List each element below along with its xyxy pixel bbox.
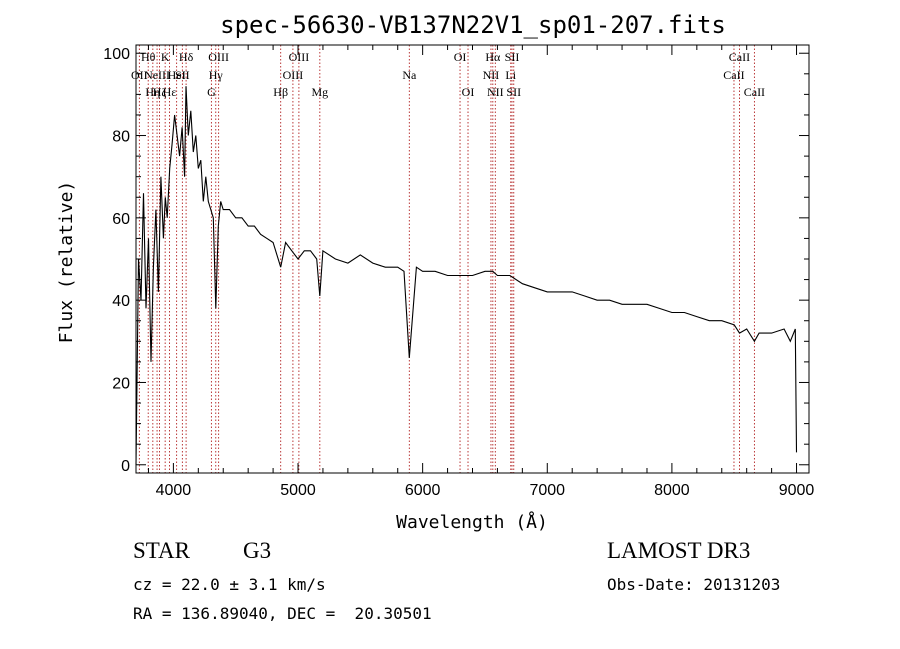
x-tick-label-2: 6000 [405,482,441,499]
line-label-13: Hβ [273,85,288,99]
line-label-15: OIII [289,50,310,64]
line-label-20: NII [483,68,500,82]
line-label-5: K [161,50,170,64]
spectral-subclass: G3 [243,538,272,563]
chart-title: spec-56630-VB137N22V1_sp01-207.fits [220,11,726,39]
line-label-25: SII [506,85,521,99]
x-tick-label-3: 7000 [529,482,565,499]
line-label-2: Hη [145,85,160,99]
y-tick-label-4: 80 [112,129,130,146]
observation-date: Obs-Date: 20131203 [607,575,781,594]
line-label-0: OII [131,68,148,82]
line-label-24: SII [505,50,520,64]
line-label-28: CaII [744,85,765,99]
line-label-9: Hδ [179,50,194,64]
line-labels: OIIHθHηNeIIIHζKHεHeISIIHδGHγOIIIHβOIIIOI… [131,50,765,99]
line-label-18: OI [454,50,467,64]
x-axis-label: Wavelength (Å) [396,511,548,533]
spectrum-series [135,86,798,465]
line-label-11: Hγ [209,68,224,82]
y-axis-label: Flux (relative) [56,181,77,344]
y-tick-label-0: 0 [121,458,130,475]
line-label-4: Hζ [153,85,167,99]
survey-name: LAMOST DR3 [607,538,751,563]
y-tick-label-3: 60 [112,211,130,228]
line-label-12: OIII [208,50,229,64]
line-label-19: OI [462,85,475,99]
object-class: STAR [133,538,190,563]
x-tick-label-1: 5000 [280,482,316,499]
line-label-6: Hε [163,85,177,99]
line-label-14: OIII [283,68,304,82]
axis-ticks: 4000 5000 6000 7000 8000 9000 0 20 40 60 80 100 [103,45,814,499]
y-tick-label-5: 100 [103,46,130,63]
line-label-3: NeIII [144,68,170,82]
line-label-8: SII [175,68,190,82]
x-tick-label-5: 9000 [779,482,815,499]
line-label-10: G [207,85,216,99]
line-label-21: Hα [485,50,501,64]
line-label-16: Mg [311,85,328,99]
coordinates: RA = 136.89040, DEC = 20.30501 [133,604,432,623]
y-tick-label-1: 20 [112,375,130,392]
y-tick-label-2: 40 [112,293,130,310]
line-label-23: Li [505,68,516,82]
line-label-26: CaII [723,68,744,82]
redshift-velocity: cz = 22.0 ± 3.1 km/s [133,575,326,594]
x-tick-label-4: 8000 [654,482,690,499]
x-tick-label-0: 4000 [156,482,192,499]
plot-frame [135,44,810,474]
line-label-7: HeI [168,68,186,82]
line-markers [138,45,755,473]
line-label-17: Na [402,68,417,82]
line-label-27: CaII [729,50,750,64]
line-label-1: Hθ [141,50,156,64]
line-label-22: NII [487,85,504,99]
